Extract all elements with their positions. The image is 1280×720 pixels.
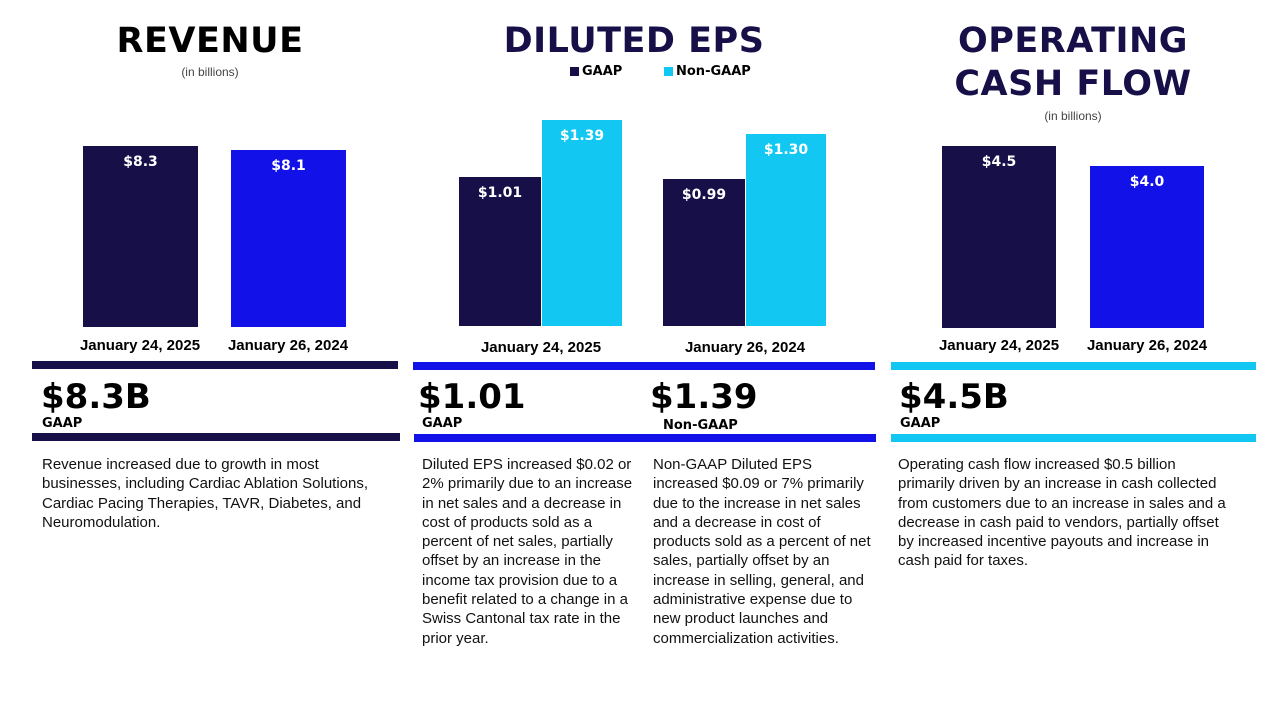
legend-swatch xyxy=(664,67,673,76)
legend-nongaap: Non-GAAP xyxy=(664,64,751,79)
revenue-headline: $8.3B xyxy=(41,377,151,417)
legend-swatch xyxy=(570,67,579,76)
eps-title: DILUTED EPS xyxy=(503,21,765,61)
data-label: $8.1 xyxy=(271,158,306,175)
data-label: $4.0 xyxy=(1129,174,1165,191)
ocf-headline-label: GAAP xyxy=(900,416,941,431)
eps-bar-gaap: $0.99 xyxy=(663,179,745,326)
eps-bar-nongaap: $1.39 xyxy=(542,120,622,326)
eps-bar-gaap: $1.01 xyxy=(459,176,541,326)
x-tick-label: January 26, 2024 xyxy=(1086,337,1208,354)
revenue-bar: $8.1 xyxy=(231,150,346,327)
x-tick-label: January 26, 2024 xyxy=(227,337,349,354)
ocf-description: Operating cash flow increased $0.5 billi… xyxy=(898,456,1226,570)
x-tick-label: January 24, 2025 xyxy=(79,337,201,354)
x-tick-label: January 26, 2024 xyxy=(684,339,806,356)
eps-gaap-label: GAAP xyxy=(422,416,463,431)
divider xyxy=(32,433,400,441)
eps-gaap-description: Diluted EPS increased $0.02 or 2% primar… xyxy=(422,456,633,647)
x-tick-label: January 24, 2025 xyxy=(480,339,602,356)
divider xyxy=(32,361,398,369)
ocf-title-line2: CASH FLOW xyxy=(954,64,1192,104)
divider xyxy=(413,362,875,370)
data-label: $8.3 xyxy=(123,154,158,171)
eps-bar-nongaap: $1.30 xyxy=(746,133,826,326)
legend-label: GAAP xyxy=(582,64,623,79)
revenue-title: REVENUE xyxy=(116,21,304,61)
eps-nongaap-label: Non-GAAP xyxy=(663,418,738,433)
divider xyxy=(891,362,1256,370)
data-label: $0.99 xyxy=(681,187,727,204)
ocf-title-line1: OPERATING xyxy=(957,21,1189,61)
divider xyxy=(414,434,876,442)
revenue-bar: $8.3 xyxy=(83,146,198,327)
data-label: $4.5 xyxy=(981,154,1017,171)
legend-label: Non-GAAP xyxy=(676,64,751,79)
ocf-subtitle: (in billions) xyxy=(1044,109,1102,123)
revenue-headline-label: GAAP xyxy=(42,416,83,431)
revenue-subtitle: (in billions) xyxy=(181,65,239,79)
x-tick-label: January 24, 2025 xyxy=(938,337,1060,354)
data-label: $1.39 xyxy=(559,128,605,145)
ocf-headline: $4.5B xyxy=(899,377,1009,417)
revenue-description: Revenue increased due to growth in most … xyxy=(42,456,369,531)
data-label: $1.30 xyxy=(763,141,809,158)
legend-gaap: GAAP xyxy=(570,64,622,79)
data-label: $1.01 xyxy=(477,184,523,201)
ocf-bar: $4.5 xyxy=(942,146,1056,328)
divider xyxy=(891,434,1256,442)
eps-nongaap-headline: $1.39 xyxy=(650,377,758,417)
eps-gaap-headline: $1.01 xyxy=(418,377,526,417)
eps-nongaap-description: Non-GAAP Diluted EPS increased $0.09 or … xyxy=(653,456,871,647)
ocf-bar: $4.0 xyxy=(1090,166,1204,328)
